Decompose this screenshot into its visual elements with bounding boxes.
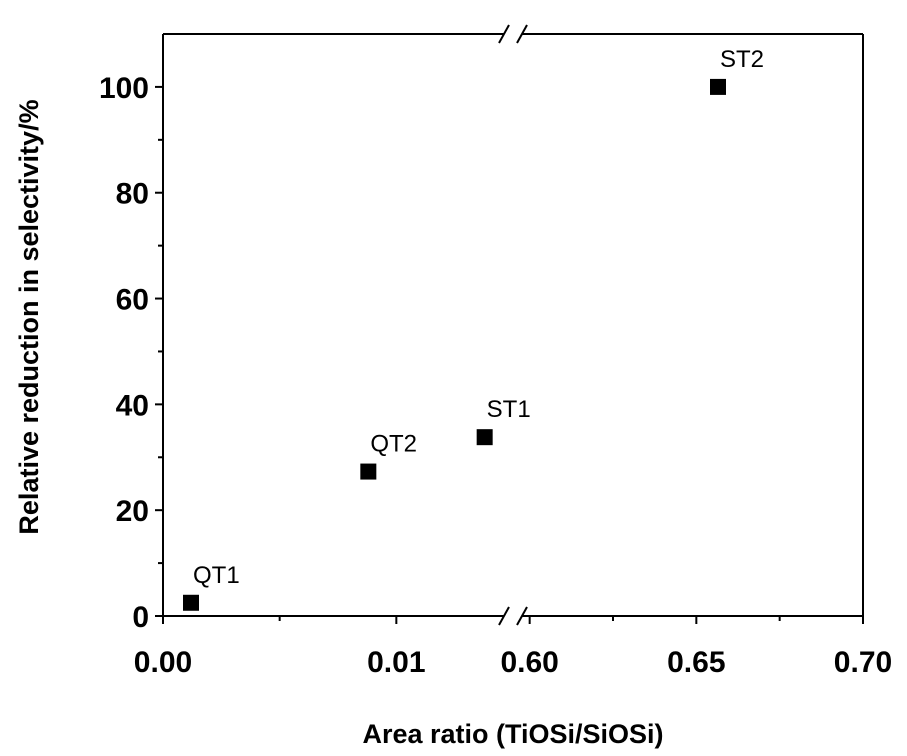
- data-point-marker: [183, 594, 199, 611]
- x-axis-title: Area ratio (TiOSi/SiOSi): [362, 719, 663, 749]
- data-point-label: ST1: [487, 396, 531, 423]
- y-tick-label: 80: [116, 178, 149, 211]
- data-point-marker: [360, 463, 377, 480]
- y-tick-label: 0: [132, 601, 149, 634]
- data-points: QT1 QT2 ST1 ST2: [183, 46, 764, 611]
- y-axis-ticks: 0 20 40 60 80 100: [99, 72, 163, 634]
- point-qt2: QT2: [360, 431, 417, 480]
- x-tick-label: 0.70: [834, 646, 892, 679]
- x-tick-label: 0.60: [500, 646, 558, 679]
- point-st2: ST2: [710, 46, 764, 95]
- data-point-label: ST2: [720, 46, 764, 73]
- data-point-marker: [476, 429, 493, 446]
- y-tick-label: 40: [116, 389, 149, 422]
- data-point-marker: [710, 78, 726, 95]
- y-axis-title: Relative reduction in selectivity/%: [14, 99, 44, 534]
- point-st1: ST1: [476, 396, 531, 446]
- axis-break-bottom-mark: [498, 606, 510, 626]
- axis-break-top-mark: [516, 24, 528, 44]
- data-point-label: QT2: [370, 431, 417, 458]
- point-qt1: QT1: [183, 562, 240, 611]
- x-tick-label: 0.65: [667, 646, 725, 679]
- x-tick-label: 0.01: [367, 646, 425, 679]
- axis-break-bottom-mark: [516, 606, 528, 626]
- x-tick-label: 0.00: [134, 646, 192, 679]
- y-tick-label: 20: [116, 495, 149, 528]
- axes: [162, 24, 864, 626]
- axis-break-top-mark: [498, 24, 510, 44]
- y-tick-label: 60: [116, 284, 149, 317]
- axis-break-top: [498, 24, 528, 44]
- x-axis-ticks: 0.00 0.01 0.60 0.65 0.70: [134, 616, 892, 679]
- data-point-label: QT1: [193, 562, 240, 589]
- axis-break-bottom: [498, 606, 528, 626]
- y-tick-label: 100: [99, 72, 149, 105]
